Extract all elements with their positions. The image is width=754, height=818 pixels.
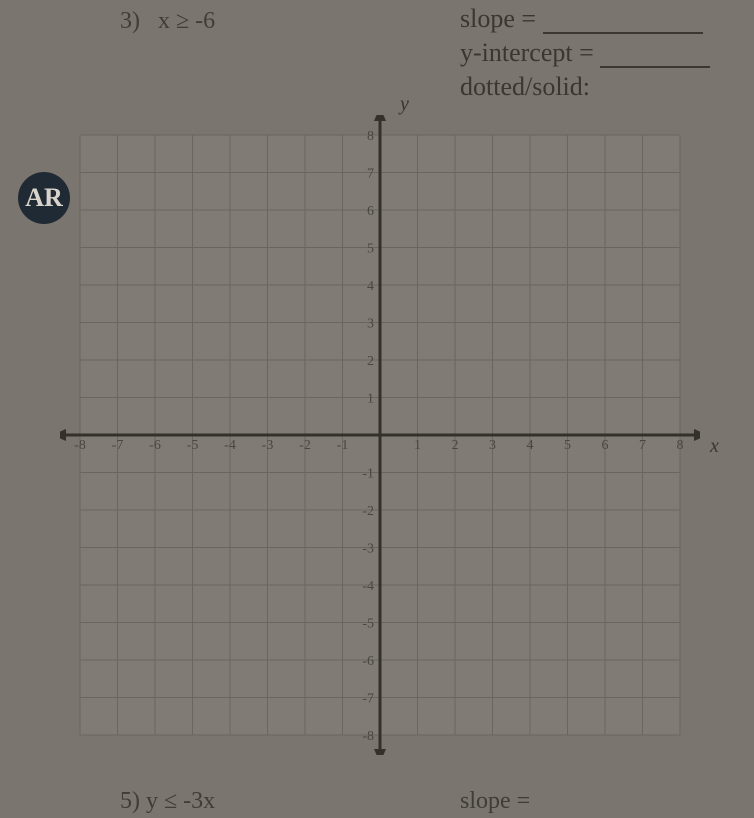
next-slope-label: slope = (460, 788, 530, 815)
svg-text:4: 4 (527, 438, 534, 453)
y-axis-label: y (400, 93, 409, 116)
svg-text:-6: -6 (149, 438, 161, 453)
svg-text:7: 7 (639, 438, 646, 453)
svg-text:6: 6 (602, 438, 609, 453)
yint-label-row: y-intercept = (460, 38, 710, 68)
svg-text:3: 3 (367, 317, 374, 332)
svg-text:-8: -8 (74, 438, 86, 453)
svg-text:-2: -2 (362, 504, 374, 519)
badge-text: AR (25, 183, 63, 212)
svg-text:8: 8 (367, 129, 374, 144)
slope-blank[interactable] (543, 14, 703, 34)
coordinate-grid: -8 -7 -6 -5 -4 -3 -2 -1 1 2 3 4 5 6 7 8 -8 -7 -6 -5 -4 -3 -2 -1… (60, 115, 700, 755)
svg-text:4: 4 (367, 279, 374, 294)
svg-text:-3: -3 (362, 542, 374, 557)
x-axis-label: x (710, 435, 719, 458)
slope-label-row: slope = (460, 4, 703, 34)
yint-label: y-intercept = (460, 38, 594, 67)
svg-text:2: 2 (367, 354, 374, 369)
svg-text:1: 1 (414, 438, 421, 453)
svg-text:-5: -5 (187, 438, 199, 453)
svg-text:-7: -7 (362, 692, 374, 707)
svg-text:5: 5 (367, 242, 374, 257)
problem-number: 3) x ≥ -6 (120, 8, 215, 35)
svg-text:-3: -3 (262, 438, 274, 453)
linetype-label: dotted/solid: (460, 72, 590, 101)
svg-text:7: 7 (367, 167, 374, 182)
next-problem: 5) y ≤ -3x (120, 788, 215, 815)
svg-text:2: 2 (452, 438, 459, 453)
svg-text:8: 8 (677, 438, 684, 453)
svg-text:3: 3 (489, 438, 496, 453)
problem-inequality: x ≥ -6 (158, 8, 215, 34)
svg-text:-2: -2 (299, 438, 311, 453)
problem-num-text: 3) (120, 8, 140, 34)
svg-text:6: 6 (367, 204, 374, 219)
svg-text:-7: -7 (112, 438, 124, 453)
svg-text:-4: -4 (224, 438, 236, 453)
grid-svg: -8 -7 -6 -5 -4 -3 -2 -1 1 2 3 4 5 6 7 8 -8 -7 -6 -5 -4 -3 -2 -1… (60, 115, 700, 755)
svg-text:5: 5 (564, 438, 571, 453)
yint-blank[interactable] (600, 48, 710, 68)
svg-text:1: 1 (367, 392, 374, 407)
svg-text:-8: -8 (362, 729, 374, 744)
svg-text:-1: -1 (337, 438, 349, 453)
svg-text:-1: -1 (362, 467, 374, 482)
svg-text:-6: -6 (362, 654, 374, 669)
svg-text:-4: -4 (362, 579, 374, 594)
svg-text:-5: -5 (362, 617, 374, 632)
linetype-label-row: dotted/solid: (460, 72, 590, 102)
slope-label: slope = (460, 4, 536, 33)
